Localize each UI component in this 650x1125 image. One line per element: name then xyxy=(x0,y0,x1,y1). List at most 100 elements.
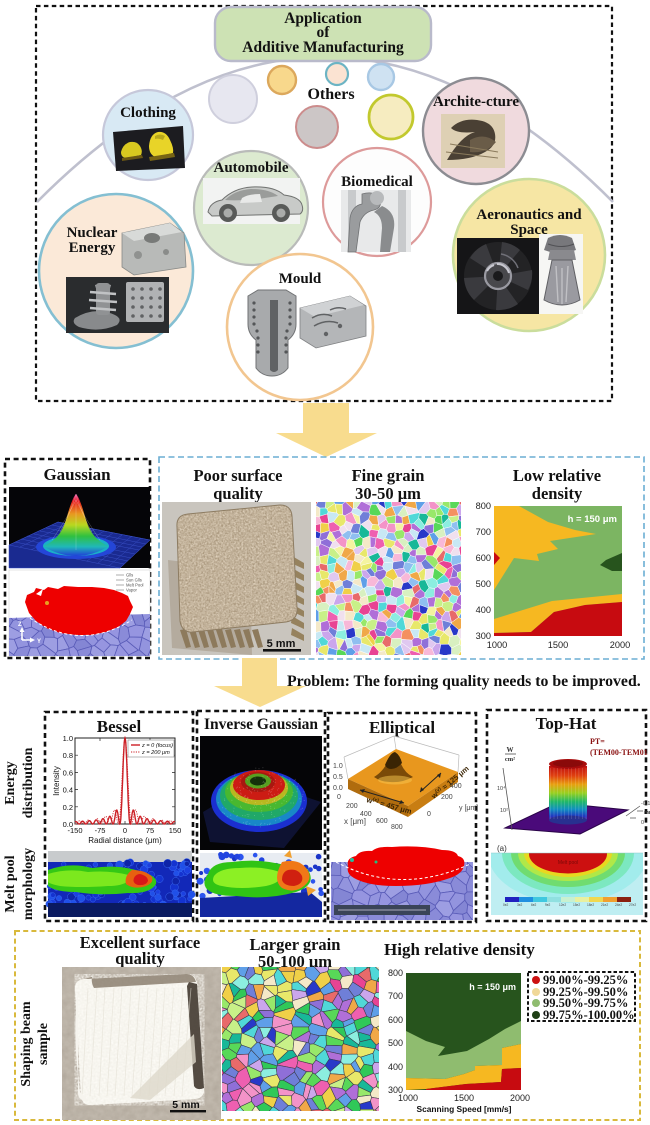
svg-text:Inverse Gaussian: Inverse Gaussian xyxy=(204,716,318,733)
svg-text:z = 0 (focus): z = 0 (focus) xyxy=(141,743,173,749)
svg-text:morphology: morphology xyxy=(21,848,36,920)
svg-text:1000: 1000 xyxy=(398,1093,418,1103)
svg-text:10²: 10² xyxy=(500,808,508,814)
svg-text:Poor surface: Poor surface xyxy=(193,466,282,485)
svg-text:0: 0 xyxy=(337,794,341,801)
svg-text:2000: 2000 xyxy=(510,1093,530,1103)
svg-text:Radial distance (μm): Radial distance (μm) xyxy=(88,836,162,845)
svg-text:99.25%-99.50%: 99.25%-99.50% xyxy=(543,985,628,999)
svg-text:mm: mm xyxy=(644,810,650,816)
svg-text:Sun Glls: Sun Glls xyxy=(126,578,142,583)
svg-text:Vapor: Vapor xyxy=(126,588,137,593)
svg-text:0.0: 0.0 xyxy=(63,820,73,829)
svg-text:Melt pool: Melt pool xyxy=(558,860,578,866)
svg-text:5 mm: 5 mm xyxy=(267,638,296,650)
svg-text:500: 500 xyxy=(476,579,491,589)
svg-text:Others: Others xyxy=(307,86,354,103)
svg-text:700: 700 xyxy=(388,991,403,1001)
svg-text:(TEM00-TEM01: (TEM00-TEM01 xyxy=(590,748,648,757)
svg-text:Mould: Mould xyxy=(279,271,322,287)
svg-text:800: 800 xyxy=(391,824,403,831)
svg-text:Excellent surface: Excellent surface xyxy=(80,933,201,952)
svg-text:12e2: 12e2 xyxy=(559,903,566,907)
svg-text:150: 150 xyxy=(169,826,182,835)
svg-text:3e2: 3e2 xyxy=(517,903,523,907)
svg-text:99.00%-99.25%: 99.00%-99.25% xyxy=(543,973,628,987)
svg-text:0.5: 0.5 xyxy=(333,774,343,781)
svg-text:400: 400 xyxy=(360,811,372,818)
svg-text:y [μm]: y [μm] xyxy=(459,805,478,812)
svg-text:Intensity: Intensity xyxy=(52,766,61,796)
svg-text:1.0: 1.0 xyxy=(63,734,73,743)
svg-text:Scanning Speed [mm/s]: Scanning Speed [mm/s] xyxy=(417,1104,512,1114)
svg-text:W: W xyxy=(507,746,514,754)
svg-text:Application: Application xyxy=(284,10,362,27)
svg-text:0: 0 xyxy=(123,826,127,835)
svg-text:1000: 1000 xyxy=(487,640,507,650)
svg-text:600: 600 xyxy=(388,1015,403,1025)
svg-text:500: 500 xyxy=(388,1038,403,1048)
svg-text:24e2: 24e2 xyxy=(615,903,622,907)
svg-text:50-100 μm: 50-100 μm xyxy=(258,952,332,971)
svg-text:cm²: cm² xyxy=(505,756,515,763)
svg-text:0.6: 0.6 xyxy=(63,768,73,777)
svg-text:of: of xyxy=(317,24,331,41)
svg-text:Z: Z xyxy=(18,622,22,628)
svg-text:-75: -75 xyxy=(95,826,106,835)
svg-text:Bessel: Bessel xyxy=(97,717,142,736)
svg-text:(a): (a) xyxy=(497,844,507,853)
svg-text:Problem: The forming quality n: Problem: The forming quality needs to be… xyxy=(287,673,641,690)
svg-text:400: 400 xyxy=(450,783,462,790)
svg-text:0.0: 0.0 xyxy=(333,785,343,792)
svg-text:18e2: 18e2 xyxy=(587,903,594,907)
svg-text:Nuclear: Nuclear xyxy=(67,225,118,241)
svg-text:1.0: 1.0 xyxy=(333,763,343,770)
svg-text:400: 400 xyxy=(388,1062,403,1072)
svg-text:300: 300 xyxy=(476,631,491,641)
svg-text:600: 600 xyxy=(476,553,491,563)
svg-text:0.8: 0.8 xyxy=(63,751,73,760)
svg-text:Biomedical: Biomedical xyxy=(341,174,413,190)
svg-text:x [μm]: x [μm] xyxy=(344,817,366,826)
svg-text:1500: 1500 xyxy=(454,1093,474,1103)
svg-text:5 mm: 5 mm xyxy=(172,1099,199,1111)
svg-text:300: 300 xyxy=(388,1085,403,1095)
svg-text:0: 0 xyxy=(427,811,431,818)
svg-text:0.4: 0.4 xyxy=(63,786,73,795)
svg-text:Melt Pool: Melt Pool xyxy=(126,583,144,588)
svg-text:9e2: 9e2 xyxy=(545,903,551,907)
svg-text:Y: Y xyxy=(37,639,41,645)
svg-text:2000: 2000 xyxy=(610,640,630,650)
svg-text:Automobile: Automobile xyxy=(214,160,289,176)
svg-text:quality: quality xyxy=(115,949,165,968)
svg-text:Archite-cture: Archite-cture xyxy=(433,94,519,110)
svg-text:Shaping beam: Shaping beam xyxy=(19,1001,34,1087)
svg-text:High relative density: High relative density xyxy=(384,940,535,959)
svg-text:400: 400 xyxy=(476,605,491,615)
svg-text:PT=: PT= xyxy=(590,737,605,746)
svg-text:15e2: 15e2 xyxy=(573,903,580,907)
svg-text:Gaussian: Gaussian xyxy=(43,465,111,484)
svg-text:Elliptical: Elliptical xyxy=(369,718,435,737)
svg-text:27e2: 27e2 xyxy=(629,903,636,907)
svg-text:30-50 μm: 30-50 μm xyxy=(355,484,421,503)
svg-text:density: density xyxy=(532,484,583,503)
svg-text:Melt pool: Melt pool xyxy=(3,855,18,912)
svg-text:700: 700 xyxy=(476,527,491,537)
svg-text:-0.1: -0.1 xyxy=(641,801,650,807)
svg-text:800: 800 xyxy=(388,968,403,978)
svg-text:200: 200 xyxy=(441,794,453,801)
svg-text:6e2: 6e2 xyxy=(531,903,537,907)
svg-text:Top-Hat: Top-Hat xyxy=(536,714,597,733)
svg-text:200: 200 xyxy=(346,803,358,810)
svg-text:99.75%-100.00%: 99.75%-100.00% xyxy=(543,1008,635,1022)
svg-text:Clothing: Clothing xyxy=(120,105,176,121)
svg-text:h = 150 μm: h = 150 μm xyxy=(568,514,617,525)
svg-text:Low relative: Low relative xyxy=(513,466,601,485)
svg-text:sample: sample xyxy=(36,1023,51,1065)
svg-text:-150: -150 xyxy=(67,826,82,835)
svg-text:z = 200 μm: z = 200 μm xyxy=(141,750,170,756)
svg-text:0: 0 xyxy=(641,820,644,826)
svg-text:75: 75 xyxy=(146,826,154,835)
svg-text:Glls: Glls xyxy=(126,573,133,578)
